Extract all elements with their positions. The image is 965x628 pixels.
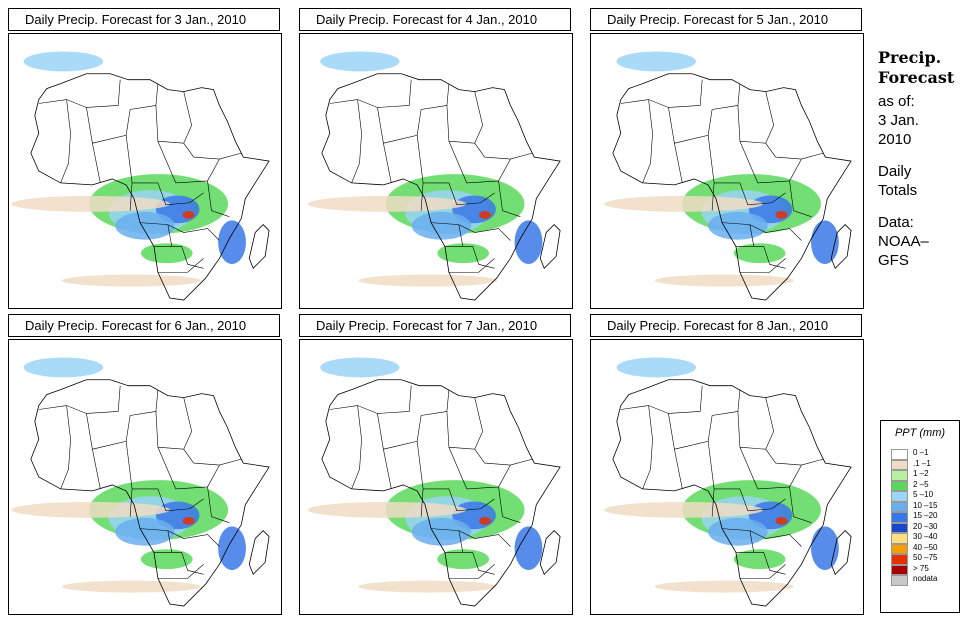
forecast-panel-6: Daily Precip. Forecast for 8 Jan., 2010 <box>582 314 864 615</box>
legend-swatch <box>891 522 908 533</box>
legend-swatch <box>891 501 908 512</box>
legend-swatch <box>891 543 908 554</box>
caption-data: Data: <box>878 214 914 231</box>
caption-data: NOAA– <box>878 233 929 250</box>
panel-title: Daily Precip. Forecast for 7 Jan., 2010 <box>299 314 571 337</box>
africa-map-svg <box>307 357 561 607</box>
legend-swatch <box>891 470 908 481</box>
caption-heading: Precip. <box>878 48 942 67</box>
precip-map <box>299 33 573 309</box>
legend-label: 0 –1 <box>913 448 929 457</box>
legend-label: .1 –1 <box>913 458 931 468</box>
africa-map-svg <box>307 51 561 301</box>
legend-item: 40 –50 <box>881 542 959 554</box>
forecast-panel-5: Daily Precip. Forecast for 7 Jan., 2010 <box>291 314 573 615</box>
caption-daily: Totals <box>878 182 918 199</box>
caption-daily: Daily <box>878 163 912 180</box>
legend-item: 50 –75 <box>881 553 959 565</box>
africa-map-svg <box>11 357 270 607</box>
panel-title: Daily Precip. Forecast for 4 Jan., 2010 <box>299 8 571 31</box>
panel-title: Daily Precip. Forecast for 5 Jan., 2010 <box>590 8 862 31</box>
legend-label: 50 –75 <box>913 553 938 562</box>
caption-heading: Forecast <box>878 68 955 87</box>
legend-item: nodata <box>881 574 959 586</box>
legend-item: 30 –40 <box>881 532 959 544</box>
legend-label: 5 –10 <box>913 490 934 499</box>
legend-item: 5 –10 <box>881 490 959 502</box>
legend-label: 10 –15 <box>913 500 938 510</box>
legend-swatch <box>891 459 908 470</box>
legend-swatch <box>891 480 908 491</box>
forecast-panel-1: Daily Precip. Forecast for 3 Jan., 2010 <box>0 8 282 309</box>
caption-asof: as of: <box>878 93 915 110</box>
legend-label: 2 –5 <box>913 479 929 489</box>
precip-map <box>299 339 573 615</box>
legend-item: 0 –1 <box>881 448 959 460</box>
legend-item: > 75 <box>881 563 959 575</box>
side-caption: Precip. Forecast as of: 3 Jan. 2010 Dail… <box>878 48 963 270</box>
legend-swatch <box>891 575 908 586</box>
caption-date: 2010 <box>878 131 912 148</box>
legend-swatch <box>891 449 908 460</box>
africa-map-svg <box>604 51 852 301</box>
legend-item: .1 –1 <box>881 458 959 470</box>
legend-swatch <box>891 491 908 502</box>
legend-swatch <box>891 533 908 544</box>
legend-item: 2 –5 <box>881 479 959 491</box>
legend-swatch <box>891 512 908 523</box>
legend-item: 10 –15 <box>881 500 959 512</box>
legend-swatch <box>891 564 908 575</box>
legend-label: 20 –30 <box>913 521 938 531</box>
panel-title: Daily Precip. Forecast for 8 Jan., 2010 <box>590 314 862 337</box>
caption-date: 3 Jan. <box>878 112 919 129</box>
legend-item: 15 –20 <box>881 511 959 523</box>
legend-label: > 75 <box>913 563 929 573</box>
legend-label: 40 –50 <box>913 542 938 552</box>
legend-swatch <box>891 554 908 565</box>
forecast-panel-4: Daily Precip. Forecast for 6 Jan., 2010 <box>0 314 282 615</box>
legend-item: 20 –30 <box>881 521 959 533</box>
precip-map <box>590 339 864 615</box>
africa-map-svg <box>604 357 852 607</box>
legend-label: 15 –20 <box>913 511 938 520</box>
legend-title: PPT (mm) <box>894 427 946 439</box>
precip-map <box>8 33 282 309</box>
africa-map-svg <box>11 51 270 301</box>
caption-data: GFS <box>878 252 909 269</box>
forecast-panel-3: Daily Precip. Forecast for 5 Jan., 2010 <box>582 8 864 309</box>
legend-label: nodata <box>913 574 938 583</box>
legend: PPT (mm) 0 –1 .1 –1 1 –2 2 –5 5 –10 10 –… <box>880 420 960 613</box>
forecast-panel-2: Daily Precip. Forecast for 4 Jan., 2010 <box>291 8 573 309</box>
legend-label: 30 –40 <box>913 532 938 541</box>
panel-title: Daily Precip. Forecast for 3 Jan., 2010 <box>8 8 280 31</box>
legend-items: 0 –1 .1 –1 1 –2 2 –5 5 –10 10 –15 15 –20… <box>881 448 959 586</box>
precip-map <box>8 339 282 615</box>
legend-label: 1 –2 <box>913 469 929 478</box>
precip-map <box>590 33 864 309</box>
panel-title: Daily Precip. Forecast for 6 Jan., 2010 <box>8 314 280 337</box>
legend-item: 1 –2 <box>881 469 959 481</box>
